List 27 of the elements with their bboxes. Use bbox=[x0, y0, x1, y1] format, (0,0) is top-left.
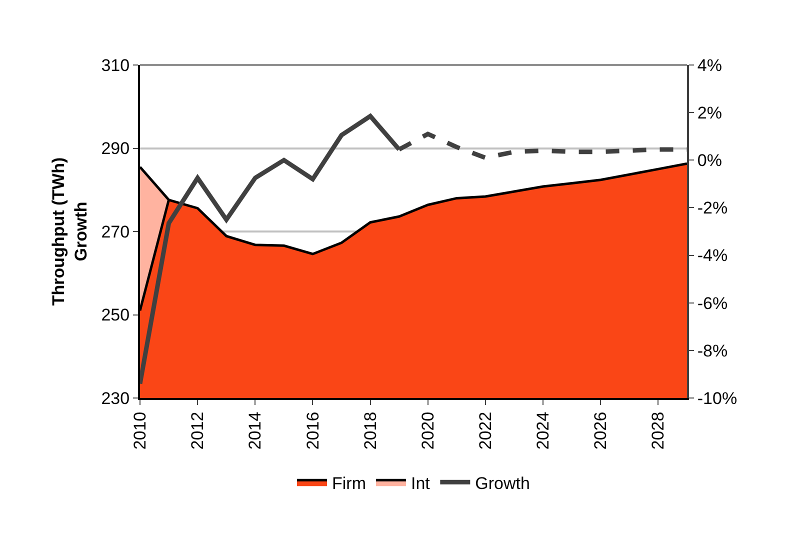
x-tick-label: 2016 bbox=[303, 412, 322, 450]
x-tick-label: 2018 bbox=[360, 412, 380, 450]
y-tick-label: 270 bbox=[101, 222, 130, 242]
legend-label: Firm bbox=[332, 474, 366, 493]
y2-tick-label: 2% bbox=[697, 104, 722, 123]
y-tick-label: 290 bbox=[101, 139, 130, 158]
x-tick-label: 2026 bbox=[591, 412, 610, 450]
x-tick-label: 2022 bbox=[476, 412, 495, 450]
y2-tick-label: -2% bbox=[697, 198, 728, 218]
y-axis-title: Throughput (TWh) Growth bbox=[49, 157, 90, 306]
x-tick-label: 2020 bbox=[418, 412, 438, 450]
x-tick-label: 2010 bbox=[130, 412, 150, 450]
y2-tick-label: 4% bbox=[697, 56, 722, 75]
y-tick-label: 250 bbox=[101, 306, 130, 325]
x-tick-label: 2012 bbox=[188, 412, 208, 450]
y2-tick-label: -6% bbox=[697, 294, 728, 313]
legend-label: Growth bbox=[475, 474, 530, 493]
y-tick-label: 310 bbox=[101, 56, 130, 75]
y2-tick-label: -8% bbox=[697, 341, 728, 360]
x-tick-label: 2028 bbox=[648, 412, 668, 450]
y2-tick-label: -10% bbox=[697, 388, 738, 408]
x-tick-label: 2024 bbox=[534, 412, 553, 450]
legend-label: Int bbox=[410, 474, 430, 493]
x-tick-label: 2014 bbox=[246, 412, 265, 450]
y-tick-label: 230 bbox=[101, 388, 130, 408]
y2-tick-label: -4% bbox=[697, 246, 728, 266]
y2-tick-label: 0% bbox=[697, 151, 722, 170]
